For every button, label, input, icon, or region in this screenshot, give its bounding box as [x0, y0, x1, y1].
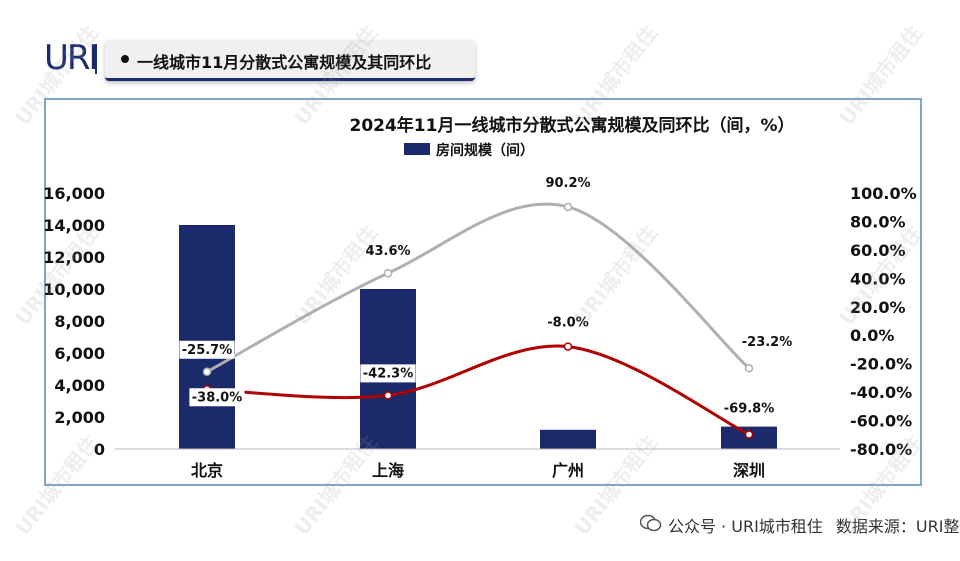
footer-source: 公众号 · URI城市租住 数据来源：URI整理 [668, 513, 960, 537]
line-series [202, 202, 754, 439]
chart-title: 2024年11月一线城市分散式公寓规模及同环比（间，%） [349, 115, 794, 136]
data-label: -42.3% [363, 366, 414, 381]
left-axis-tick-label: 8,000 [54, 312, 105, 331]
x-axis-tick-label: 上海 [372, 461, 404, 480]
right-axis-tick-label: -20.0% [850, 355, 912, 374]
x-axis-labels: 北京 上海 广州 深圳 [191, 461, 765, 480]
chart-frame [44, 98, 922, 486]
right-axis: 100.0% 80.0% 60.0% 40.0% 20.0% 0.0% -20.0% -40.… [850, 184, 917, 459]
mom-line-point [383, 391, 393, 400]
data-label: -38.0% [192, 390, 243, 405]
bar [540, 429, 596, 449]
bullet-dot [121, 55, 129, 63]
data-labels: -25.7% 43.6% 90.2% -23.2% -38.0% -42.3% -8.0% -… [179, 176, 793, 416]
legend-swatch-bars [404, 143, 430, 155]
left-axis-tick-label: 12,000 [43, 248, 105, 267]
bar [179, 225, 235, 449]
data-label-box [360, 364, 416, 383]
header-banner: 一线城市11月分散式公寓规模及其同环比 [105, 40, 475, 81]
left-axis-tick-label: 10,000 [43, 280, 105, 299]
yoy-line-point [744, 363, 754, 373]
legend-label-bars: 房间规模（间） [436, 142, 534, 159]
right-axis-tick-label: 0.0% [850, 326, 894, 345]
right-axis-tick-label: -40.0% [850, 383, 912, 402]
yoy-line [206, 202, 750, 374]
data-label: 90.2% [545, 176, 590, 191]
data-label: -8.0% [547, 316, 588, 331]
data-label-box [179, 340, 235, 359]
left-axis-tick-label: 4,000 [54, 376, 105, 395]
x-axis-tick-label: 北京 [191, 461, 223, 480]
uri-logo: URI [44, 38, 99, 78]
left-axis-tick-label: 6,000 [54, 344, 105, 363]
data-label: -25.7% [182, 343, 233, 358]
x-axis-tick-label: 广州 [552, 461, 584, 480]
right-axis-tick-label: -80.0% [850, 440, 912, 459]
yoy-line-point [383, 268, 393, 278]
data-label: 43.6% [365, 244, 410, 259]
right-axis-tick-label: 20.0% [850, 298, 906, 317]
left-axis: 16,000 14,000 12,000 10,000 8,000 6,000 4,000 2… [43, 184, 105, 459]
right-axis-tick-label: 80.0% [850, 212, 906, 231]
mom-line [206, 344, 750, 436]
left-axis-tick-label: 2,000 [54, 408, 105, 427]
data-label: -69.8% [724, 401, 775, 416]
left-axis-tick-label: 0 [94, 440, 105, 459]
yoy-line-point [563, 202, 573, 212]
right-axis-tick-label: 60.0% [850, 241, 906, 260]
mom-line-point [744, 430, 754, 439]
page-title: 一线城市11月分散式公寓规模及其同环比 [137, 53, 432, 72]
data-label: -23.2% [742, 335, 793, 350]
wechat-icon [640, 514, 662, 532]
footer-source-text: 数据来源：URI整理 [835, 517, 960, 536]
data-label-box [189, 388, 245, 407]
right-axis-tick-label: 40.0% [850, 269, 906, 288]
footer-account: 公众号 · URI城市租住 [668, 517, 823, 536]
right-axis-tick-label: 100.0% [850, 184, 917, 203]
right-axis-tick-label: -60.0% [850, 412, 912, 431]
logo-divider [95, 44, 97, 74]
left-axis-tick-label: 14,000 [43, 216, 105, 235]
yoy-line-point [202, 367, 212, 377]
x-axis-tick-label: 深圳 [733, 461, 765, 480]
mom-line-point [563, 342, 573, 351]
left-axis-tick-label: 16,000 [43, 184, 105, 203]
